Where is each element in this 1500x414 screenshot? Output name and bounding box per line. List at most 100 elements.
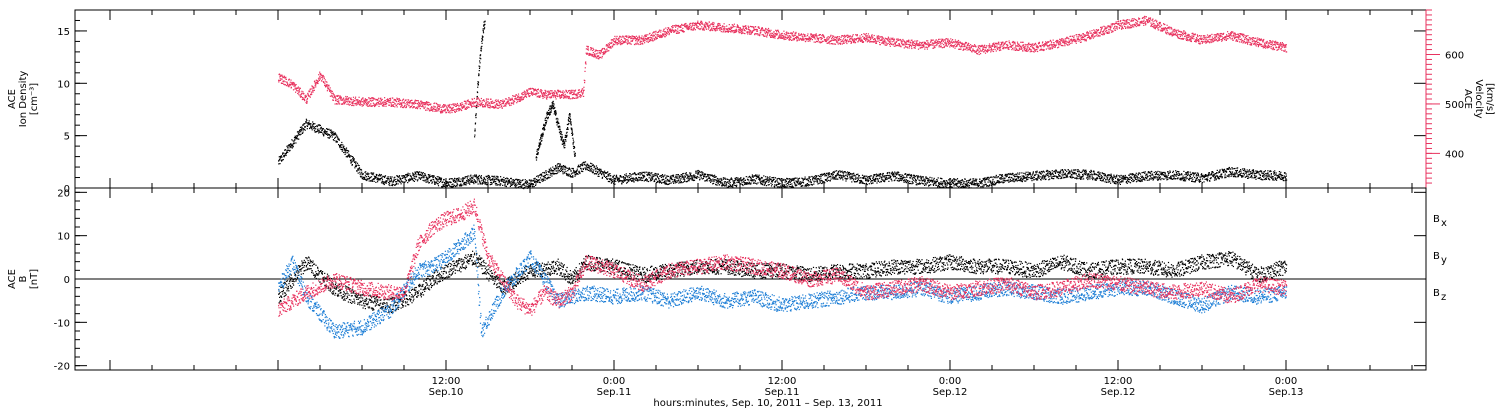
top-series-3-point [328, 85, 329, 86]
top-series-0-point [649, 172, 650, 173]
top-series-0-point [1154, 172, 1155, 173]
top-series-0-point [665, 180, 666, 181]
top-series-0-point [502, 185, 503, 186]
top-series-2-point [560, 134, 561, 135]
top-series-0-point [424, 173, 425, 174]
top-series-0-point [891, 173, 892, 174]
top-series-0-point [360, 176, 361, 177]
top-series-0-point [359, 165, 360, 166]
top-right-tick-label: 500 [1445, 100, 1464, 111]
top-series-0-point [400, 182, 401, 183]
top-series-0-point [593, 170, 594, 171]
top-series-3-point [329, 91, 330, 92]
top-series-0-point [748, 177, 749, 178]
top-series-0-point [359, 172, 360, 173]
top-series-0-point [826, 175, 827, 176]
top-series-0-point [1129, 179, 1130, 180]
top-series-0-point [560, 164, 561, 165]
top-series-0-point [1126, 181, 1127, 182]
top-series-0-point [1160, 179, 1161, 180]
top-series-0-point [479, 180, 480, 181]
top-series-3-point [291, 87, 292, 88]
top-series-0-point [898, 178, 899, 179]
top-series-0-point [507, 183, 508, 184]
top-series-0-point [1193, 175, 1194, 176]
top-series-0-point [754, 182, 755, 183]
top-series-3-point [324, 76, 325, 77]
top-series-3-point [323, 75, 324, 76]
top-series-0-point [857, 174, 858, 175]
top-series-0-point [975, 179, 976, 180]
top-series-0-point [1185, 174, 1186, 175]
top-series-0-point [1104, 181, 1105, 182]
top-series-0-point [646, 179, 647, 180]
top-series-0-point [912, 178, 913, 179]
top-series-0-point [478, 178, 479, 179]
top-series-0-point [494, 176, 495, 177]
top-series-0-point [895, 176, 896, 177]
top-series-0-point [642, 178, 643, 179]
top-series-2-point [562, 134, 563, 135]
top-series-2-point [567, 132, 568, 133]
top-series-0-point [1022, 179, 1023, 180]
top-series-0-point [475, 180, 476, 181]
top-series-3-point [318, 81, 319, 82]
top-series-0-point [344, 152, 345, 153]
top-series-0-point [419, 171, 420, 172]
top-series-0-point [322, 130, 323, 131]
top-series-0-point [1047, 170, 1048, 171]
top-series-0-point [1232, 172, 1233, 173]
top-series-0-point [1199, 182, 1200, 183]
top-series-0-point [865, 176, 866, 177]
top-series-0-point [1085, 170, 1086, 171]
top-series-0-point [641, 173, 642, 174]
top-series-2-point [540, 137, 541, 138]
top-series-2-point [564, 142, 565, 143]
top-series-0-point [557, 163, 558, 164]
top-series-0-point [923, 176, 924, 177]
top-series-0-point [429, 177, 430, 178]
top-series-3-point [282, 83, 283, 84]
top-series-2-point [543, 134, 544, 135]
top-series-2-point [542, 129, 543, 130]
top-series-3-point [284, 76, 285, 77]
top-series-0-point [1023, 173, 1024, 174]
top-series-0-point [1002, 174, 1003, 175]
top-series-0-point [872, 182, 873, 183]
top-series-0-point [1058, 174, 1059, 175]
top-series-0-point [818, 175, 819, 176]
top-series-0-point [574, 176, 575, 177]
top-series-0-point [885, 175, 886, 176]
top-series-0-point [1281, 177, 1282, 178]
top-series-0-point [876, 182, 877, 183]
top-series-0-point [651, 173, 652, 174]
top-series-0-point [1242, 168, 1243, 169]
top-series-0-point [978, 183, 979, 184]
top-series-0-point [589, 170, 590, 171]
top-series-0-point [996, 177, 997, 178]
top-series-0-point [451, 182, 452, 183]
top-series-0-point [637, 180, 638, 181]
top-series-0-point [408, 175, 409, 176]
top-series-0 [278, 119, 1287, 190]
top-series-0-point [503, 177, 504, 178]
top-series-1-point [479, 68, 480, 69]
top-series-0-point [777, 181, 778, 182]
top-series-0-point [783, 179, 784, 180]
top-series-0-point [625, 178, 626, 179]
top-series-0-point [776, 184, 777, 185]
top-series-0-point [508, 183, 509, 184]
top-series-0-point [833, 174, 834, 175]
top-series-0-point [453, 181, 454, 182]
top-series-0-point [789, 186, 790, 187]
top-series-0-point [1100, 180, 1101, 181]
top-series-0-point [862, 175, 863, 176]
top-series-1-point [481, 48, 482, 49]
top-series-0-point [765, 183, 766, 184]
top-series-0-point [847, 176, 848, 177]
top-series-0-point [936, 179, 937, 180]
top-series-0-point [457, 183, 458, 184]
top-series-0-point [487, 180, 488, 181]
top-series-0-point [790, 182, 791, 183]
top-series-0-point [1228, 169, 1229, 170]
